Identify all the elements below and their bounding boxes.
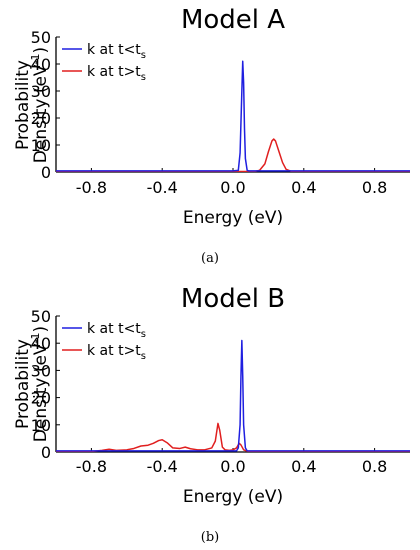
chart-title: Model B — [181, 284, 285, 314]
y-tick-label: 0 — [41, 443, 51, 462]
legend-label-subscript: s — [141, 351, 146, 362]
x-axis-label: Energy (eV) — [183, 487, 283, 507]
y-tick-label: 40 — [31, 55, 51, 74]
y-axis-label-superscript: -1 — [29, 53, 42, 64]
y-axis-label-line2: Density (eV-1) — [29, 47, 51, 163]
y-axis-label-line1: Probability — [13, 339, 33, 429]
legend-label: k at t>ts — [87, 64, 146, 83]
y-tick-label: 40 — [31, 334, 51, 353]
x-tick-label: -0.8 — [76, 457, 107, 476]
y-axis-label-close: ) — [31, 326, 51, 333]
y-tick-label: 10 — [31, 416, 51, 435]
x-tick-label: 0.8 — [362, 178, 387, 197]
legend-label-main: k at t<t — [87, 42, 141, 58]
series-line-1 — [56, 60, 410, 172]
figure-caption: (b) — [201, 530, 219, 545]
y-axis-label-line1: Probability — [13, 60, 33, 150]
chart-title: Model A — [181, 5, 285, 35]
y-axis-label-unit: Density (eV — [31, 343, 51, 442]
y-axis-label-line2: Density (eV-1) — [29, 326, 51, 442]
x-axis-label: Energy (eV) — [183, 208, 283, 228]
x-tick-label: 0.4 — [291, 178, 316, 197]
y-tick-label: 30 — [31, 82, 51, 101]
x-tick-label: 0.4 — [291, 457, 316, 476]
legend-label: k at t>ts — [87, 343, 146, 362]
legend-label-subscript: s — [141, 72, 146, 83]
series-line-1 — [56, 339, 410, 452]
y-tick-label: 50 — [31, 307, 51, 326]
x-tick-label: 0.0 — [220, 178, 245, 197]
x-tick-label: -0.4 — [147, 457, 178, 476]
y-tick-label: 20 — [31, 109, 51, 128]
series-line-2 — [56, 138, 410, 172]
y-axis-label-close: ) — [31, 47, 51, 54]
x-tick-label: -0.8 — [76, 178, 107, 197]
y-tick-label: 20 — [31, 389, 51, 408]
y-tick-label: 10 — [31, 136, 51, 155]
y-tick-label: 30 — [31, 361, 51, 380]
y-tick-label: 50 — [31, 28, 51, 47]
legend-label-main: k at t<t — [87, 321, 141, 337]
chart-panel-2: Model B 0 10 20 30 40 50 -0.8 -0.4 0.0 0.4 0.8 Energ… — [13, 284, 410, 545]
y-tick-label: 0 — [41, 163, 51, 182]
y-axis-label-unit: Density (eV — [31, 64, 51, 163]
legend-label-main: k at t>t — [87, 64, 141, 80]
y-axis-label-superscript: -1 — [29, 332, 42, 343]
x-tick-label: -0.4 — [147, 178, 178, 197]
chart-panel-1: Model A 0 10 20 30 40 50 -0.8 -0.4 0.0 0.4 0.8 Energ… — [13, 5, 410, 266]
legend-label-subscript: s — [141, 329, 146, 340]
x-tick-label: 0.8 — [362, 457, 387, 476]
legend-label-subscript: s — [141, 50, 146, 61]
legend-label-main: k at t>t — [87, 343, 141, 359]
series-line-2 — [56, 422, 410, 452]
legend-label: k at t<ts — [87, 42, 146, 61]
legend-label: k at t<ts — [87, 321, 146, 340]
x-tick-label: 0.0 — [220, 457, 245, 476]
figure-caption: (a) — [201, 251, 219, 266]
